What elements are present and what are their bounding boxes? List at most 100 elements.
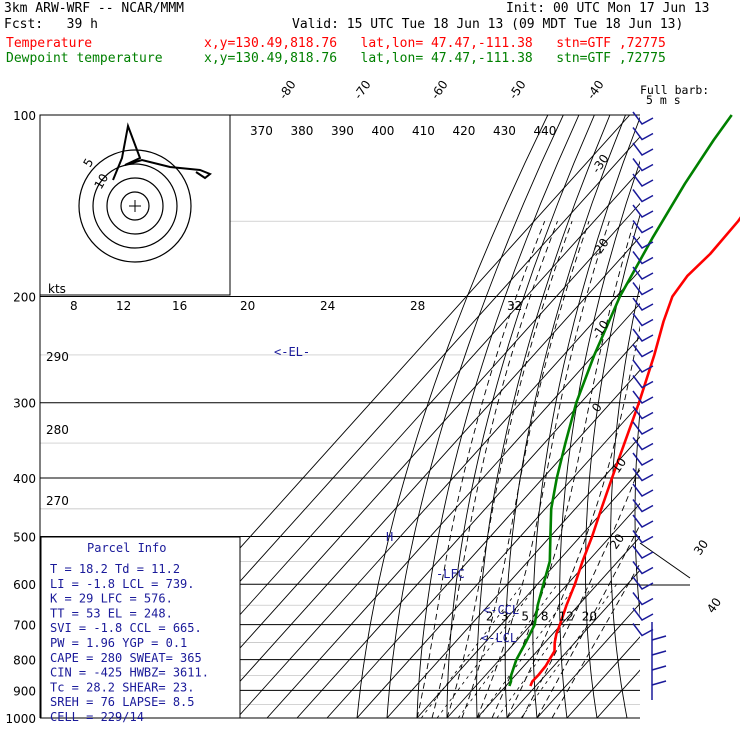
speed-label: 20 [240,299,255,313]
dewpoint-location: x,y=130.49,818.76 lat,lon= 47.47,-111.38… [204,51,666,66]
parcel-info-row: T = 18.2 Td = 11.2 [50,562,180,576]
isotherm-label: 30 [691,537,711,558]
dry-adiabat [446,115,595,718]
wind-barb [632,127,654,141]
isotherm-line [446,502,640,718]
parcel-info-row: Tc = 28.2 SHEAR= 23. [50,680,195,694]
wind-barb [632,297,654,311]
theta-label: 440 [534,124,557,138]
hodo-units-label: kts [48,282,66,296]
wind-barb [632,592,654,606]
isotherm-label: -60 [428,78,451,102]
theta-label: 390 [331,124,354,138]
mixing-ratio-line [420,583,523,718]
isotherm-label: -80 [276,78,299,102]
wind-barb [632,514,654,528]
wind-barb [632,406,654,420]
isotherm-line [176,202,640,718]
mixing-ratio-label: 8 [541,610,549,624]
dry-adiabat [682,115,735,718]
isotherm-label: 10 [609,455,629,476]
isotherm-label: 20 [607,531,627,552]
parcel-info-row: SVI = -1.8 CCL = 665. [50,621,202,635]
hodograph-ring [106,177,164,235]
mixing-ratio-layer [420,583,618,718]
lfc-annotation: -LFC [436,567,465,581]
dry-adiabat [659,115,719,718]
wind-barb [632,282,654,296]
temperature-line [529,216,740,687]
isotherm-label: -40 [584,78,607,102]
hodograph-ring [120,191,150,221]
dry-adiabat [416,115,580,718]
forecast-hour: Fcst: 39 h [4,17,98,32]
speed-label: 28 [410,299,425,313]
pressure-tick-label: 500 [13,530,36,544]
speed-label: 16 [172,299,187,313]
wind-barb [632,468,654,482]
parcel-info-row: CELL = 229/14 [50,710,144,724]
mixing-ratio-label: 3 [501,610,509,624]
moist-adiabat [431,221,558,718]
wind-barb [632,545,654,559]
wind-barb [632,111,654,125]
wind-barb [651,665,667,671]
wind-barb [632,607,654,621]
isotherm-line [266,302,640,718]
mixing-ratio-line [478,583,577,718]
wind-barb [632,452,654,466]
dry-adiabat [726,115,740,718]
isotherm-line [416,469,640,718]
parcel-info-title: Parcel Info [87,541,166,555]
pressure-tick-label: 300 [13,397,36,411]
speed-label: 24 [320,299,335,313]
wind-barb [632,576,654,590]
isotherm-line [326,369,640,718]
pressure-tick-label: 100 [13,109,36,123]
ccl-annotation: <-CCL [483,603,519,617]
dry-adiabat [559,160,640,718]
frame-diag [639,542,691,579]
hodograph-ring [78,149,192,263]
wind-barb [632,204,654,218]
isotherm-line [506,569,640,718]
wind-barb [632,173,654,187]
dewpoint-line [508,114,733,687]
wind-barb [632,359,654,373]
isotherm-line [386,436,640,718]
parcel-info-row: CIN = -425 HWBZ= 3611. [50,666,209,680]
mixing-ratio-line [457,583,558,718]
temperature-legend-label: Temperature [6,36,93,51]
wind-barb [632,623,654,637]
wind-barb [632,251,654,265]
mixing-ratio-label: 5 [521,610,529,624]
parcel-info-box: Parcel Info T = 18.2 Td = 11.2LI = -1.8 L… [40,536,241,724]
theta-label: 380 [291,124,314,138]
dry-adiabat [585,213,640,718]
wind-barb [632,266,654,280]
wind-barb [651,680,667,686]
pressure-tick-label: 400 [13,472,36,486]
model-title: 3km ARW-WRF -- NCAR/MMM [4,1,185,16]
isotherm-label: -50 [506,78,529,102]
wind-barb [632,437,654,451]
moist-adiabat [521,464,640,718]
dry-adiabat [532,116,640,718]
lcl-annotation: <-LCL [481,631,517,645]
wind-barb [632,142,654,156]
moist-adiabat [491,221,635,718]
dry-adiabat-label: 280 [46,423,69,437]
pressure-tick-label: 200 [13,291,36,305]
wind-barb [632,344,654,358]
moist-adiabat [476,221,610,718]
parcel-info-row: CAPE = 280 SWEAT= 365 [50,651,202,665]
theta-label: 410 [412,124,435,138]
isotherm-line [566,636,640,718]
isotherm-label: -70 [351,78,374,102]
temperature-location: x,y=130.49,818.76 lat,lon= 47.47,-111.38… [204,36,666,51]
parcel-info-row: SREH = 76 LAPSE= 8.5 [50,695,195,709]
wind-barb [632,530,654,544]
dry-adiabat-label: 270 [46,494,69,508]
